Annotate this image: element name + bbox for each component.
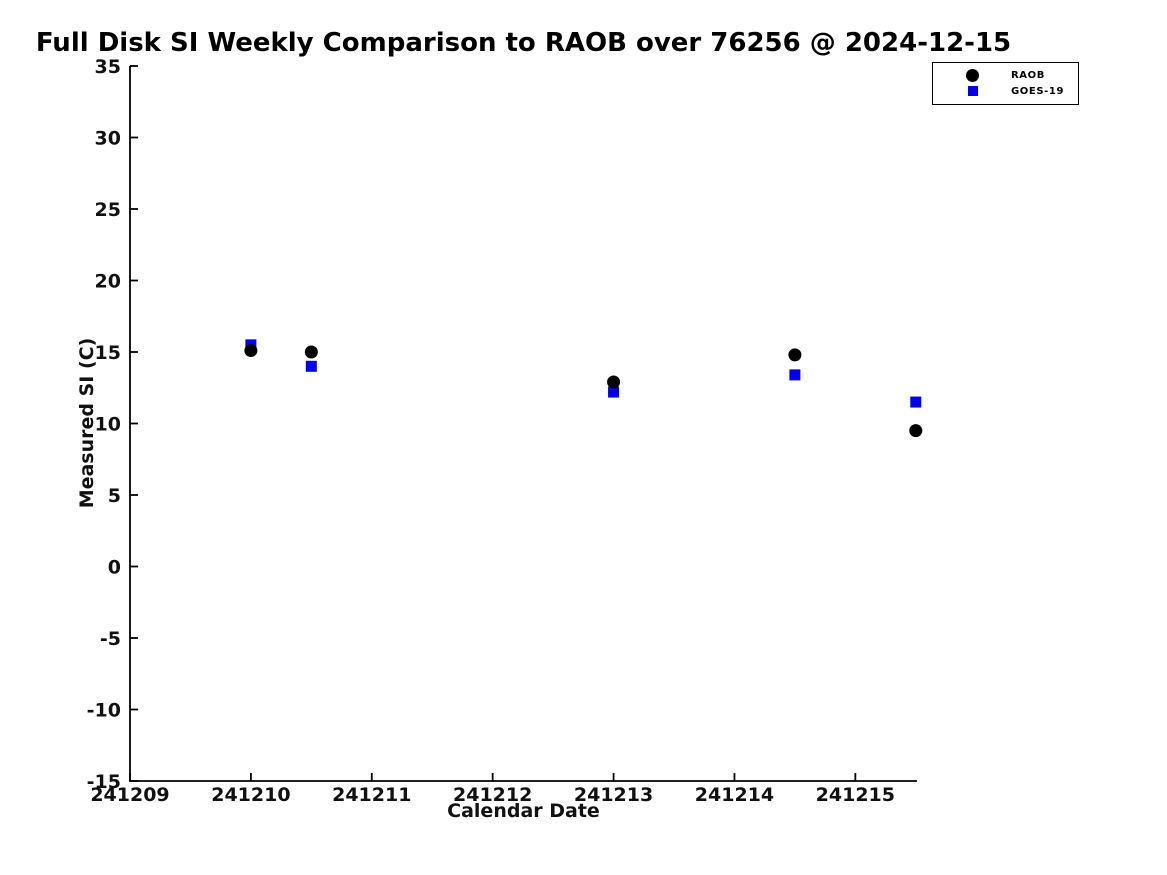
y-tick-label: 5 [108, 485, 121, 507]
y-axis-label: Measured SI (C) [76, 337, 98, 509]
y-tick-label: -10 [87, 700, 121, 722]
chart-title: Full Disk SI Weekly Comparison to RAOB o… [35, 28, 1012, 58]
y-tick-label: -15 [87, 771, 121, 793]
x-tick-label: 241210 [211, 784, 290, 806]
x-axis-label: Calendar Date [447, 800, 600, 822]
y-tick-label: 30 [95, 128, 121, 150]
raob-point [304, 345, 318, 359]
y-tick-label: -5 [100, 628, 121, 650]
goes-19-legend-marker-icon [968, 86, 978, 96]
y-tick-label: 10 [95, 414, 121, 436]
legend: RAOB GOES-19 [932, 62, 1079, 105]
legend-label-raob: RAOB [1011, 70, 1045, 81]
x-tick-label: 241213 [574, 784, 653, 806]
raob-point [244, 344, 258, 358]
raob-point [909, 424, 923, 438]
x-tick-label: 241211 [332, 784, 411, 806]
raob-point [607, 375, 621, 389]
y-tick-label: 0 [108, 557, 121, 579]
raob-point [788, 348, 802, 362]
goes-19-point [608, 386, 620, 398]
x-tick-label: 241212 [453, 784, 532, 806]
goes-19-point [305, 360, 317, 372]
legend-label-goes-19: GOES-19 [1011, 86, 1065, 97]
axis-line [129, 66, 917, 782]
goes-19-point [910, 396, 922, 408]
x-tick-label: 241209 [90, 784, 169, 806]
x-tick-label: 241215 [816, 784, 895, 806]
raob-legend-marker-icon [966, 69, 979, 82]
goes-19-point [789, 369, 801, 381]
x-tick-label: 241214 [695, 784, 774, 806]
y-tick-label: 15 [95, 342, 121, 364]
y-tick-label: 25 [95, 199, 121, 221]
y-tick-label: 20 [95, 271, 121, 293]
y-tick-label: 35 [95, 56, 121, 78]
